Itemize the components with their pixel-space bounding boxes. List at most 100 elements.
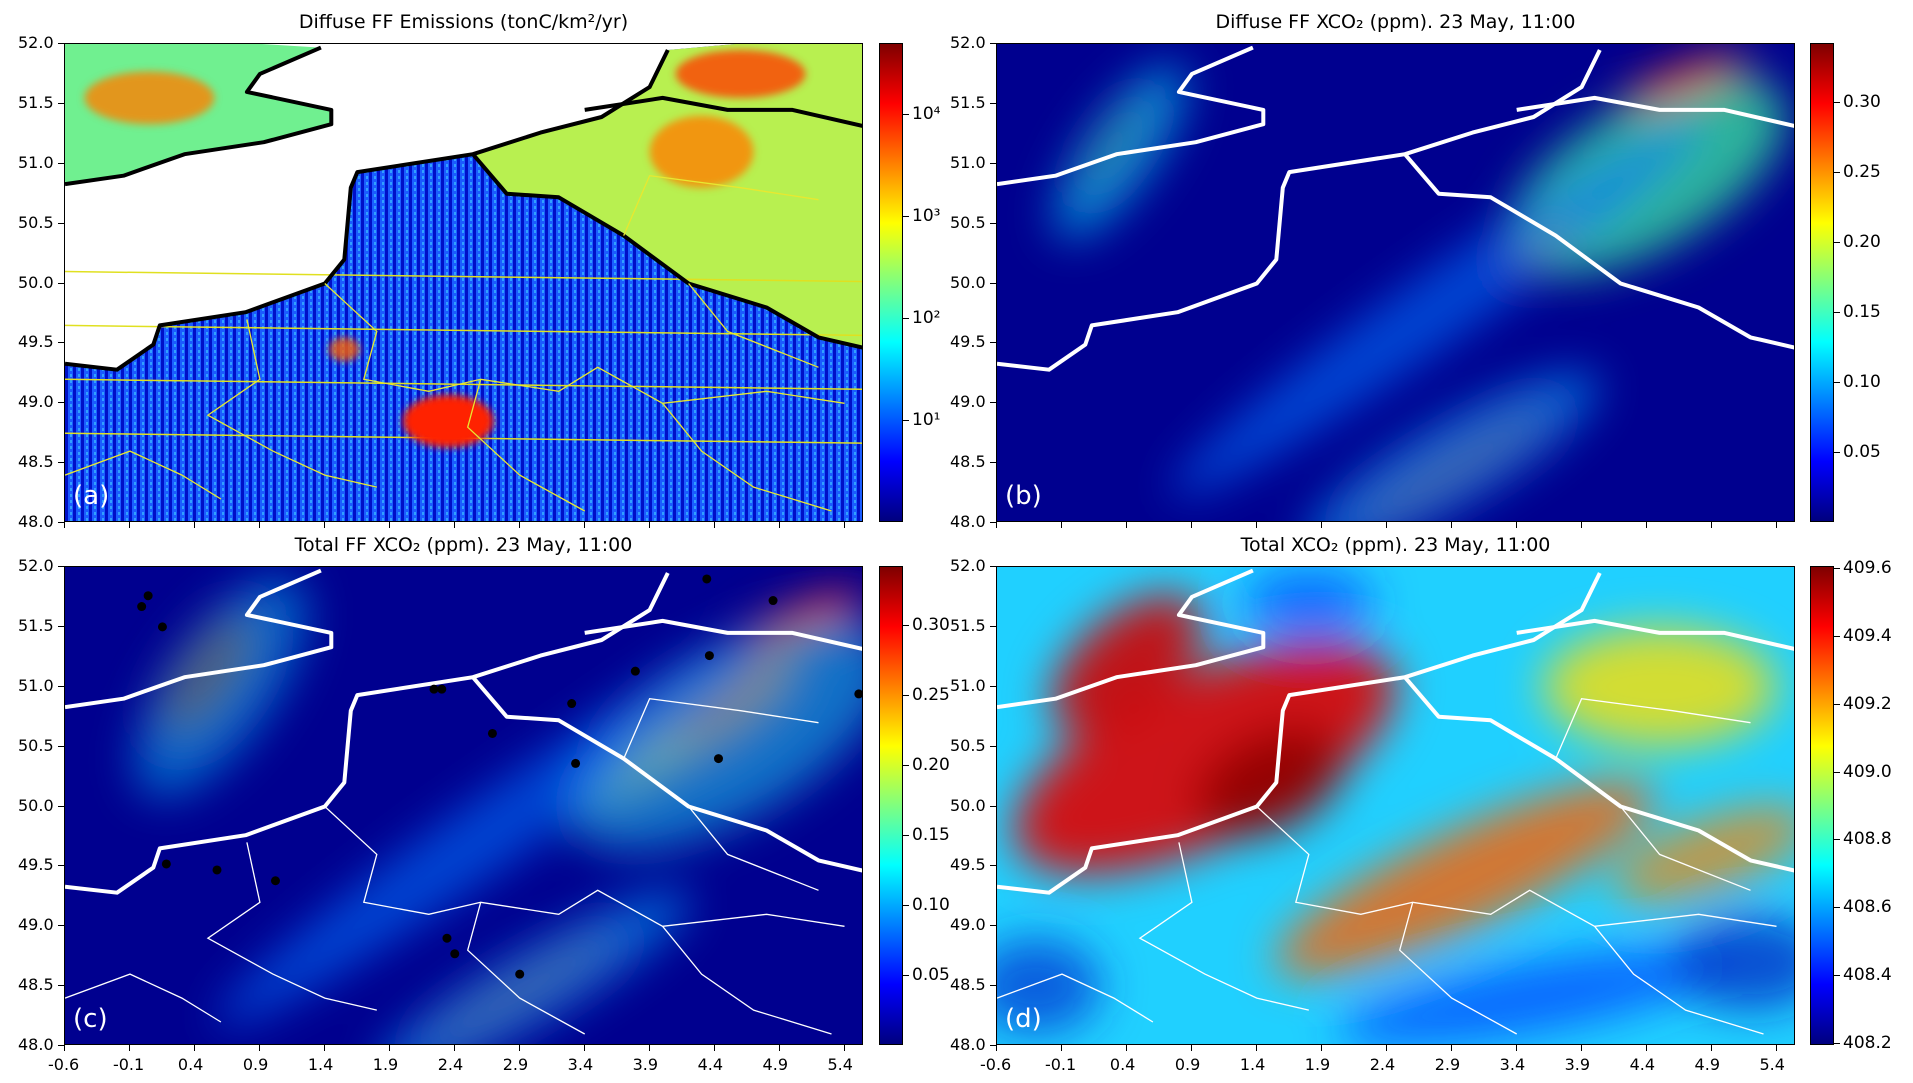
y-tick: [58, 805, 64, 807]
colorbar-tick-label: 409.6: [1843, 558, 1892, 579]
plume: [1013, 642, 1397, 875]
y-tick-label: 48.5: [18, 452, 54, 472]
x-tick-label: -0.1: [1044, 1055, 1077, 1074]
panel-letter-c: (c): [73, 1004, 108, 1034]
region-border: [206, 842, 377, 1011]
region-border: [1398, 902, 1518, 1035]
x-tick: [1320, 1045, 1322, 1051]
plume: [328, 337, 360, 362]
colorbar-b: [1810, 43, 1834, 522]
y-tick: [990, 402, 996, 404]
heatmap-b: [997, 45, 1794, 521]
map-panel-a: (a): [64, 43, 863, 522]
x-tick-label: 4.9: [762, 1055, 788, 1074]
point-source-marker: [854, 689, 862, 699]
x-tick-label: 4.9: [1694, 1055, 1720, 1074]
x-tick: [1645, 522, 1647, 528]
coastline: [997, 49, 1602, 372]
colorbar-tick-label: 409.0: [1843, 761, 1892, 782]
region-border: [688, 806, 819, 891]
x-tick-label: 3.9: [1564, 1055, 1591, 1074]
point-source-marker: [515, 969, 525, 979]
colorbar-tick: [1834, 974, 1840, 976]
y-tick: [58, 282, 64, 284]
plume: [675, 49, 806, 98]
y-tick-label: 48.0: [18, 1035, 54, 1054]
x-tick-label: -0.6: [980, 1055, 1012, 1074]
point-source-marker: [143, 591, 153, 601]
coastline: [65, 568, 334, 710]
y-tick: [58, 1045, 64, 1046]
panel-title-d: Total XCO₂ (ppm). 23 May, 11:00: [1240, 534, 1551, 556]
colorbar-tick: [1834, 451, 1840, 453]
colorbar-tick: [1834, 241, 1840, 243]
colorbar-tick: [903, 764, 909, 766]
x-tick: [843, 522, 845, 528]
x-tick: [1710, 1045, 1712, 1051]
map-panel-d: (d): [996, 566, 1795, 1045]
y-tick: [990, 865, 996, 867]
panel-letter-a: (a): [73, 481, 110, 511]
y-tick: [58, 685, 64, 687]
colorbar-tick: [903, 624, 909, 626]
colorbar-tick-label: 10⁴: [912, 104, 941, 125]
colorbar-tick: [903, 834, 909, 836]
colorbar-tick: [903, 318, 909, 320]
x-tick-label: 4.4: [697, 1055, 724, 1074]
coastline: [65, 572, 670, 895]
colorbar-tick: [1834, 839, 1840, 841]
x-tick: [1450, 522, 1452, 528]
region-border: [688, 283, 819, 368]
point-source-marker: [212, 865, 222, 875]
colorbar-tick-label: 0.30: [912, 614, 950, 635]
concentration-field: [84, 49, 806, 448]
y-tick: [58, 162, 64, 164]
point-source-marker: [768, 596, 778, 606]
heatmap-a: [65, 44, 862, 521]
y-tick: [990, 685, 996, 687]
x-tick: [1320, 522, 1322, 528]
y-tick-label: 51.0: [950, 152, 986, 172]
colorbar-tick: [1834, 101, 1840, 103]
x-tick: [128, 522, 130, 528]
y-tick: [990, 805, 996, 807]
y-tick: [58, 566, 64, 567]
y-tick-label: 49.5: [18, 855, 54, 875]
x-tick: [1775, 1045, 1777, 1051]
plume: [997, 938, 1101, 1035]
x-tick-label: -0.6: [48, 1055, 80, 1074]
colorbar-a: [879, 43, 903, 522]
y-tick: [990, 102, 996, 104]
y-tick-label: 51.5: [18, 615, 54, 635]
x-tick-label: 2.9: [502, 1055, 529, 1074]
x-tick: [778, 522, 780, 528]
y-tick: [58, 462, 64, 464]
coastline: [1403, 152, 1794, 350]
colorbar-tick-label: 408.4: [1843, 964, 1892, 985]
y-tick-label: 51.5: [18, 92, 54, 112]
coastline: [584, 95, 862, 128]
x-tick: [996, 1045, 997, 1051]
point-source-marker: [487, 728, 497, 738]
y-tick: [990, 985, 996, 987]
region-border: [662, 402, 832, 512]
y-tick: [58, 342, 64, 344]
point-source-marker: [270, 876, 280, 886]
x-tick-label: 1.9: [372, 1055, 399, 1074]
colorbar-tick-label: 10³: [912, 206, 941, 227]
point-source-marker: [567, 699, 577, 709]
x-tick: [713, 522, 715, 528]
y-tick: [58, 43, 64, 44]
y-tick-label: 48.0: [18, 512, 54, 531]
plume: [1050, 593, 1204, 732]
x-tick: [64, 522, 65, 528]
x-tick-label: 5.4: [1759, 1055, 1785, 1074]
x-tick: [258, 1045, 260, 1051]
plume: [216, 634, 772, 1027]
region-border: [1620, 806, 1751, 891]
x-tick: [648, 522, 650, 528]
y-tick-label: 48.0: [950, 1035, 986, 1054]
colorbar-tick-label: 0.30: [1843, 91, 1881, 112]
y-tick-label: 50.5: [950, 735, 986, 755]
x-tick: [1190, 1045, 1192, 1051]
